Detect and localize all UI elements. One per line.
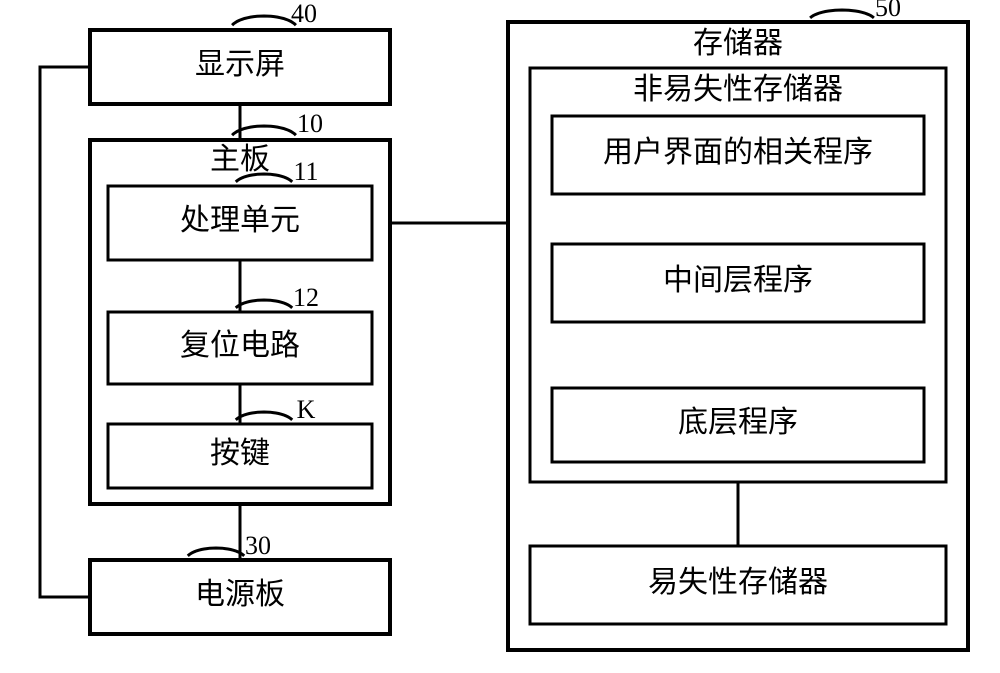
- reset-circuit-label: 复位电路: [180, 329, 300, 362]
- tag-10-label: 10: [297, 109, 323, 138]
- tag-40-label: 40: [291, 0, 317, 28]
- display-label: 显示屏: [195, 48, 285, 81]
- nonvolatile-label: 非易失性存储器: [633, 73, 843, 106]
- tag-k-label: K: [297, 395, 316, 424]
- tag-12-leader: [236, 300, 292, 308]
- tag-12-label: 12: [293, 283, 319, 312]
- low-layer-label: 底层程序: [678, 406, 798, 439]
- tag-50-label: 50: [875, 0, 901, 22]
- ui-program-label: 用户界面的相关程序: [603, 136, 873, 169]
- connector-display-to-power-left: [40, 67, 90, 597]
- mainboard-label: 主板: [210, 143, 270, 176]
- tag-k-leader: [236, 412, 292, 420]
- tag-10-leader: [232, 126, 296, 135]
- middle-layer-label: 中间层程序: [663, 264, 813, 297]
- tag-50-leader: [810, 10, 874, 18]
- tag-40-leader: [232, 16, 296, 25]
- memory-label: 存储器: [693, 27, 783, 60]
- power-board-label: 电源板: [195, 578, 285, 611]
- processing-unit-label: 处理单元: [180, 204, 300, 237]
- tag-30-leader: [188, 548, 244, 556]
- volatile-label: 易失性存储器: [648, 566, 828, 599]
- tag-30-label: 30: [245, 531, 271, 560]
- tag-11-label: 11: [293, 157, 318, 186]
- button-label: 按键: [210, 437, 270, 470]
